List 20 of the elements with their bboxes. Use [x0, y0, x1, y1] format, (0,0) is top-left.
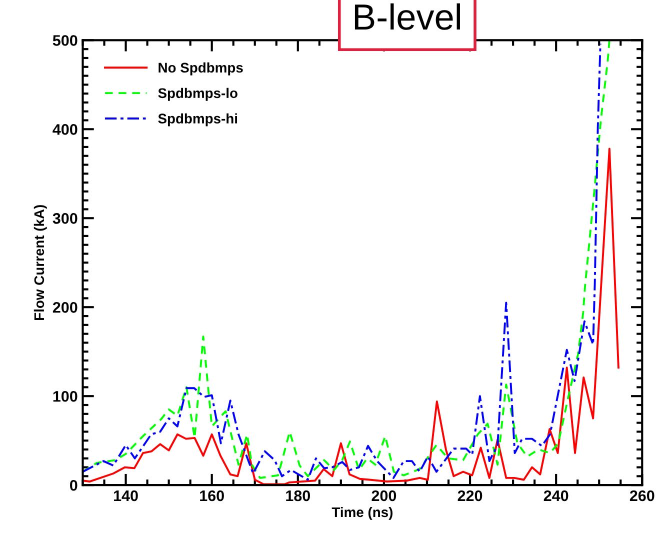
chart-title: B-level — [354, 3, 460, 30]
y-tick-label: 400 — [52, 124, 78, 135]
x-tick-label: 180 — [286, 490, 310, 502]
x-tick-label: 160 — [200, 490, 224, 502]
line-series — [82, 148, 620, 486]
x-axis-title: Time (ns) — [332, 506, 392, 520]
legend-label: Spdbmps-lo — [158, 88, 238, 101]
x-tick-label: 200 — [372, 490, 396, 502]
y-tick-label: 100 — [53, 390, 78, 402]
x-tick-label: 260 — [630, 490, 654, 502]
y-tick-label: 500 — [52, 35, 78, 46]
y-tick-label: 200 — [52, 302, 78, 313]
x-tick-label: 140 — [114, 490, 138, 502]
y-axis-title: Flow Current (kA) — [34, 205, 47, 320]
legend-label: Spdbmps-hi — [158, 113, 238, 126]
x-tick-label: 220 — [458, 490, 482, 502]
y-tick-label: 300 — [52, 213, 78, 224]
x-tick-label: 240 — [544, 490, 568, 502]
y-tick-label: 0 — [70, 480, 78, 491]
legend-label: No Spdbmps — [158, 62, 243, 76]
